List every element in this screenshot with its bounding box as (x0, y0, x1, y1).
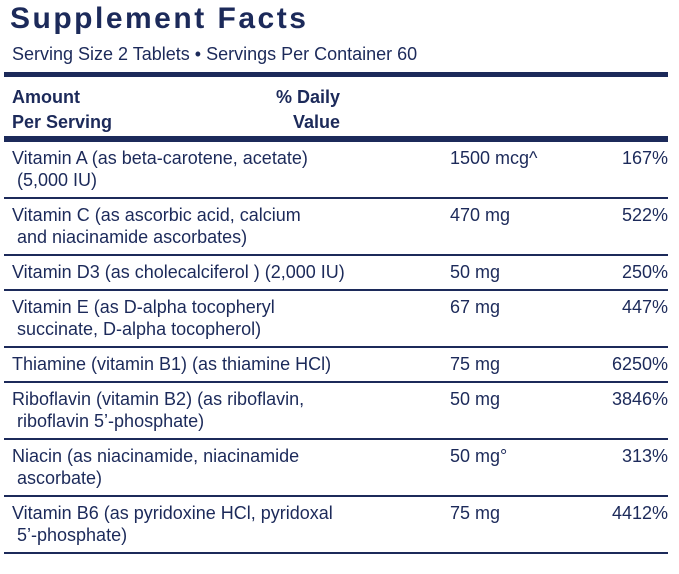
name-line: Vitamin D3 (as cholecalciferol ) (2,000 … (12, 262, 345, 282)
name-line: Vitamin E (as D-alpha tocopheryl (12, 297, 275, 317)
amount: 67 mg (450, 297, 501, 317)
header-line: Value (292, 112, 340, 132)
name-line: Thiamine (vitamin B1) (as thiamine HCl) (12, 354, 332, 374)
nutrient-row: Vitamin E (as D-alpha tocopheryl succina… (4, 291, 668, 348)
daily-value: 250% (621, 262, 668, 282)
name-line: Vitamin B6 (as pyridoxine HCl, pyridoxal (12, 503, 333, 523)
amount: 50 mg (450, 389, 501, 409)
divider (4, 136, 668, 142)
amount: 50 mg (450, 262, 501, 282)
amount: 1500 mcg^ (450, 148, 538, 168)
nutrient-row: Vitamin A (as beta-carotene, acetate) (5… (4, 142, 668, 199)
amount: 50 mg° (450, 446, 508, 466)
nutrient-row: Vitamin C (as ascorbic acid, calcium and… (4, 199, 668, 256)
nutrient-rows: Vitamin A (as beta-carotene, acetate) (5… (4, 142, 668, 554)
nutrient-name: Thiamine (vitamin B1) (as thiamine HCl) (12, 353, 442, 375)
header-line: Per Serving (12, 112, 113, 132)
amount: 470 mg (450, 205, 511, 225)
name-line: Niacin (as niacinamide, niacinamide (12, 446, 300, 466)
daily-value: 6250% (611, 354, 668, 374)
nutrient-row: Vitamin D3 (as cholecalciferol ) (2,000 … (4, 256, 668, 291)
name-line: (5,000 IU) (12, 170, 98, 190)
name-line: Riboflavin (vitamin B2) (as riboflavin, (12, 389, 305, 409)
nutrient-row: Vitamin B6 (as pyridoxine HCl, pyridoxal… (4, 497, 668, 554)
nutrient-name: Vitamin C (as ascorbic acid, calcium and… (12, 204, 442, 248)
divider (4, 72, 668, 77)
name-line: and niacinamide ascorbates) (12, 227, 248, 247)
nutrient-row: Niacin (as niacinamide, niacinamide asco… (4, 440, 668, 497)
nutrient-name: Riboflavin (vitamin B2) (as riboflavin, … (12, 388, 442, 432)
daily-value: 4412% (611, 503, 668, 523)
nutrient-row: Riboflavin (vitamin B2) (as riboflavin, … (4, 383, 668, 440)
name-line: 5’-phosphate) (12, 525, 128, 545)
title: Supplement Facts (10, 2, 309, 35)
daily-value-header: % Daily Value (262, 85, 340, 135)
daily-value: 313% (621, 446, 668, 466)
nutrient-name: Niacin (as niacinamide, niacinamide asco… (12, 445, 442, 489)
nutrient-name: Vitamin D3 (as cholecalciferol ) (2,000 … (12, 261, 442, 283)
name-line: ascorbate) (12, 468, 103, 488)
header-line: Amount (12, 87, 80, 107)
nutrient-row: Thiamine (vitamin B1) (as thiamine HCl) 7… (4, 348, 668, 383)
name-line: riboflavin 5’-phosphate) (12, 411, 205, 431)
amount: 75 mg (450, 354, 501, 374)
daily-value: 522% (621, 205, 668, 225)
name-line: Vitamin A (as beta-carotene, acetate) (12, 148, 308, 168)
amount-header: Amount Per Serving (12, 85, 112, 135)
daily-value: 447% (621, 297, 668, 317)
name-line: succinate, D-alpha tocopherol) (12, 319, 262, 339)
amount: 75 mg (450, 503, 501, 523)
daily-value: 3846% (611, 389, 668, 409)
nutrient-name: Vitamin B6 (as pyridoxine HCl, pyridoxal… (12, 502, 442, 546)
nutrient-name: Vitamin A (as beta-carotene, acetate) (5… (12, 147, 442, 191)
name-line: Vitamin C (as ascorbic acid, calcium (12, 205, 301, 225)
header-line: % Daily (275, 87, 340, 107)
daily-value: 167% (621, 148, 668, 168)
nutrient-name: Vitamin E (as D-alpha tocopheryl succina… (12, 296, 442, 340)
serving-info: Serving Size 2 Tablets • Servings Per Co… (12, 44, 418, 64)
